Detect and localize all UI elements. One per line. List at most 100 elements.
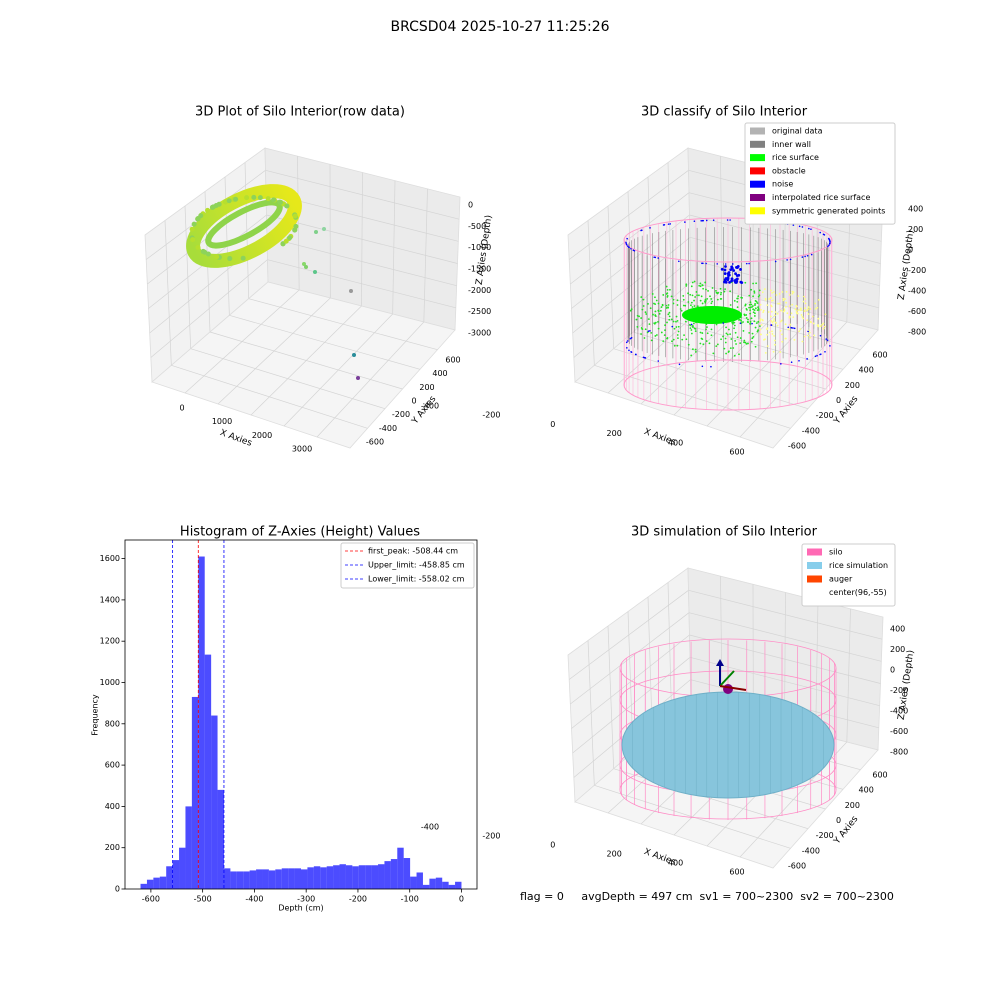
point <box>635 318 638 321</box>
point <box>757 307 760 310</box>
point <box>705 328 707 331</box>
point <box>752 335 755 338</box>
point <box>706 297 709 300</box>
histogram-bar <box>140 883 147 889</box>
x-tick-label: 400 <box>668 438 683 447</box>
point <box>782 299 785 302</box>
point <box>730 265 734 269</box>
point <box>770 320 773 322</box>
x-tick-label: 0 <box>550 420 555 429</box>
point <box>640 296 643 298</box>
plot-frame <box>124 539 478 890</box>
y-tick-label: 600 <box>445 356 460 365</box>
point <box>729 219 731 221</box>
point <box>724 337 727 340</box>
point <box>780 363 782 365</box>
point <box>702 343 705 346</box>
point <box>729 333 732 336</box>
point <box>687 301 690 303</box>
point <box>734 272 737 276</box>
point <box>636 325 639 328</box>
point <box>807 308 809 310</box>
z-tick-label: 0 <box>908 246 913 255</box>
point <box>662 340 665 343</box>
x-tick-label: -100 <box>401 895 419 904</box>
histogram-bar <box>371 865 379 889</box>
histogram-bar <box>191 696 199 889</box>
point <box>804 302 807 305</box>
histogram-bar <box>397 847 404 889</box>
point <box>689 293 692 296</box>
y-tick-label: 0 <box>115 885 120 894</box>
point <box>705 219 708 222</box>
legend-label: interpolated rice surface <box>772 193 870 202</box>
point <box>749 320 752 323</box>
point <box>806 319 809 321</box>
histogram-bar <box>358 865 366 889</box>
point <box>768 298 771 300</box>
point <box>210 204 216 210</box>
point <box>630 351 632 353</box>
histogram-bar <box>185 806 192 889</box>
point <box>649 307 652 310</box>
point <box>629 309 632 312</box>
point <box>758 325 761 327</box>
point <box>667 304 670 306</box>
point <box>693 280 696 283</box>
point <box>668 318 671 321</box>
x-tick-label: 200 <box>607 429 622 438</box>
point <box>802 300 805 303</box>
point <box>190 237 196 243</box>
point <box>665 285 668 288</box>
point <box>812 322 815 325</box>
point <box>708 342 711 345</box>
point <box>757 295 760 298</box>
point <box>755 322 758 325</box>
point <box>699 285 702 288</box>
point <box>720 338 722 341</box>
point <box>302 262 306 266</box>
point <box>712 219 715 222</box>
point <box>657 309 660 312</box>
point <box>660 331 663 334</box>
point <box>779 351 782 353</box>
z-tick-label: -400 <box>890 707 908 716</box>
x-tick-label: -200 <box>482 832 500 841</box>
point <box>205 207 211 213</box>
point <box>781 340 784 343</box>
point <box>725 326 727 329</box>
point <box>743 313 746 316</box>
legend-swatch <box>750 194 765 201</box>
point <box>685 338 688 341</box>
point <box>687 292 689 295</box>
point <box>816 354 818 357</box>
point <box>666 321 668 324</box>
point <box>810 253 813 256</box>
point <box>799 328 802 330</box>
point <box>677 337 679 340</box>
point <box>740 296 743 299</box>
histogram-bar <box>166 866 173 889</box>
point <box>813 334 816 337</box>
point <box>742 330 745 332</box>
point <box>754 345 757 348</box>
point <box>752 308 754 311</box>
point <box>757 329 759 332</box>
histogram-bar <box>448 884 456 889</box>
point <box>770 296 772 299</box>
legend-label: rice simulation <box>829 561 888 570</box>
histogram-bar <box>198 556 205 889</box>
axis-arrow <box>716 659 724 666</box>
point <box>666 337 668 340</box>
point <box>794 308 797 311</box>
point <box>694 351 697 353</box>
y-tick-label: -200 <box>392 410 410 419</box>
point <box>709 295 711 298</box>
x-tick-label: -600 <box>142 895 160 904</box>
point <box>349 289 353 293</box>
point <box>806 358 808 360</box>
point <box>777 302 779 305</box>
point <box>770 324 772 326</box>
histogram-bar <box>345 865 353 889</box>
z-tick-label: 200 <box>908 225 923 234</box>
